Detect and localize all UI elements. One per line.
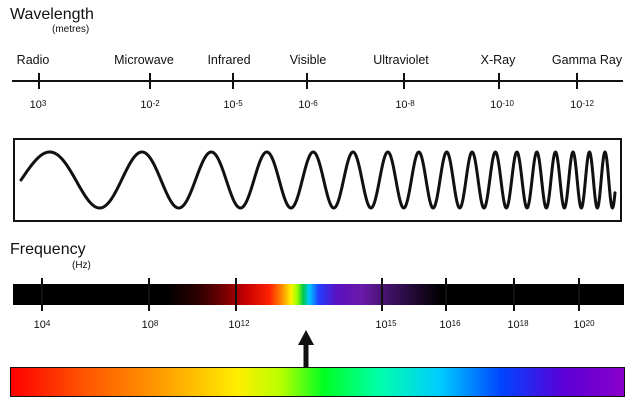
wave-line: [19, 150, 617, 210]
wavelength-tick-mark: [306, 73, 308, 89]
wavelength-tick-label: 103: [29, 99, 47, 111]
wavelength-tick-label: 10-8: [395, 99, 415, 111]
wavelength-tick-mark: [498, 73, 500, 89]
frequency-tick-label: 1015: [375, 319, 397, 331]
band-ultraviolet: Ultraviolet: [373, 53, 429, 67]
wavelength-axis-line: [12, 80, 623, 82]
wavelength-unit: (metres): [52, 24, 90, 35]
wavelength-tick-label: 10-12: [570, 99, 594, 111]
frequency-tick-label: 1020: [573, 319, 595, 331]
frequency-unit: (Hz): [72, 260, 91, 271]
frequency-tick-mark: [445, 278, 447, 311]
wave-diagram-box: [13, 138, 622, 222]
wavelength-tick-label: 10-2: [140, 99, 160, 111]
frequency-title: Frequency: [10, 241, 86, 258]
wavelength-tick-label: 10-5: [223, 99, 243, 111]
band-xray: X-Ray: [480, 53, 516, 67]
band-radio: Radio: [16, 53, 50, 67]
wavelength-tick-mark: [403, 73, 405, 89]
frequency-tick-mark: [41, 278, 43, 311]
frequency-tick-mark: [513, 278, 515, 311]
frequency-tick-label: 1018: [507, 319, 529, 331]
band-microwave: Microwave: [114, 53, 174, 67]
frequency-color-bar: [13, 284, 624, 305]
frequency-tick-mark: [381, 278, 383, 311]
wavelength-title: Wavelength: [10, 6, 94, 23]
band-visible: Visible: [289, 53, 327, 67]
wavelength-tick-mark: [576, 73, 578, 89]
wave-diagram: [19, 150, 617, 210]
frequency-tick-mark: [578, 278, 580, 311]
wavelength-tick-mark: [38, 73, 40, 89]
frequency-tick-label: 108: [141, 319, 159, 331]
frequency-tick-mark: [235, 278, 237, 311]
up-arrow-icon: [298, 330, 314, 368]
frequency-tick-mark: [148, 278, 150, 311]
visible-spectrum-bar: [10, 367, 625, 397]
frequency-tick-label: 104: [33, 319, 51, 331]
wavelength-tick-mark: [232, 73, 234, 89]
band-gamma-ray: Gamma Ray: [551, 53, 623, 67]
band-infrared: Infrared: [207, 53, 251, 67]
wavelength-tick-mark: [149, 73, 151, 89]
frequency-tick-label: 1012: [228, 319, 250, 331]
wavelength-tick-label: 10-6: [298, 99, 318, 111]
frequency-tick-label: 1016: [439, 319, 461, 331]
wavelength-tick-label: 10-10: [490, 99, 514, 111]
